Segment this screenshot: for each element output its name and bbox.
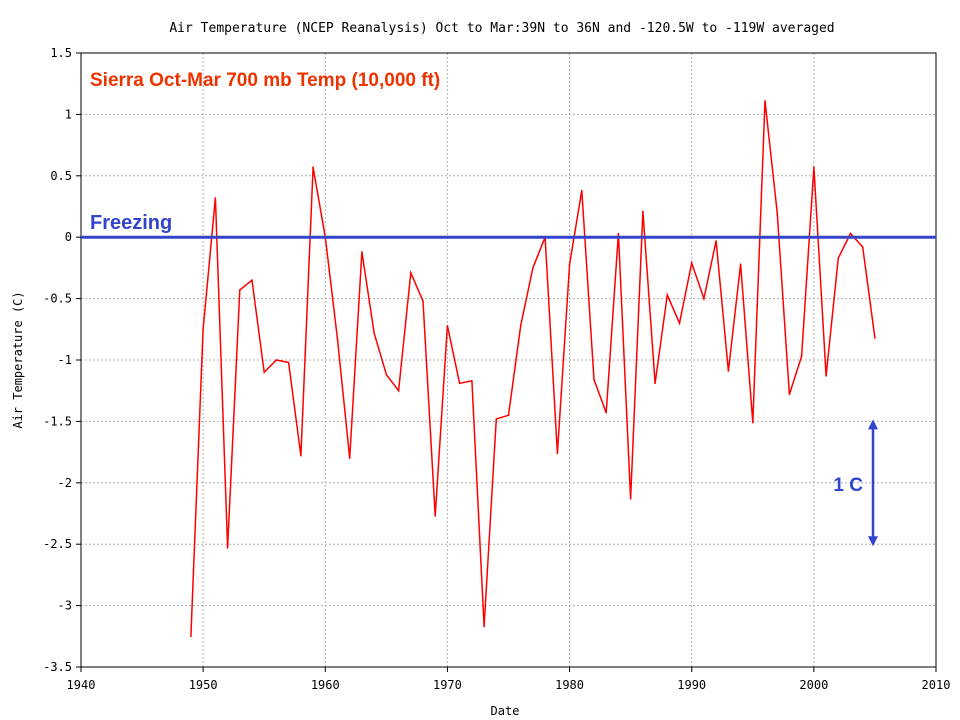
- data-point: [251, 279, 253, 281]
- y-tick-label: 1: [65, 107, 72, 121]
- data-point: [715, 240, 717, 242]
- data-point: [580, 189, 583, 192]
- y-tick-label: -1: [58, 353, 72, 367]
- data-point: [373, 332, 375, 334]
- data-point: [666, 294, 669, 296]
- data-point: [471, 380, 473, 382]
- grid: [81, 53, 936, 667]
- data-point: [751, 421, 754, 424]
- data-point: [361, 251, 363, 253]
- data-point: [409, 272, 412, 274]
- data-point: [238, 289, 241, 291]
- y-tick-label: -3: [58, 599, 72, 613]
- data-point: [287, 361, 290, 364]
- data-point: [764, 100, 766, 102]
- data-point: [202, 328, 204, 331]
- x-tick-label: 2000: [799, 678, 828, 692]
- annotations: Freezing 1 C: [81, 212, 936, 547]
- data-point: [776, 211, 779, 214]
- x-tick-label: 1960: [311, 678, 340, 692]
- data-point: [446, 324, 449, 327]
- y-tick-label: 0.5: [50, 169, 72, 183]
- data-point: [385, 373, 388, 376]
- data-point: [813, 166, 815, 169]
- data-point: [703, 297, 705, 300]
- data-point: [629, 497, 632, 500]
- y-tick-label: -2: [58, 476, 72, 490]
- x-tick-label: 2010: [922, 678, 951, 692]
- y-axis-ticks: 1.5 1 0.5 0 -0.5 -1 -1.5 -2 -2.5 -3 -3.5: [43, 46, 81, 674]
- data-point: [788, 393, 791, 396]
- y-tick-label: -0.5: [43, 292, 72, 306]
- data-point: [495, 418, 498, 420]
- freezing-label: Freezing: [90, 212, 172, 234]
- data-point: [507, 414, 510, 417]
- y-tick-label: 0: [65, 230, 72, 244]
- data-point: [300, 454, 302, 457]
- data-point: [519, 324, 522, 327]
- data-point: [275, 359, 278, 361]
- data-point: [336, 338, 339, 340]
- data-point: [422, 300, 424, 302]
- data-point: [642, 210, 644, 213]
- y-tick-label: -1.5: [43, 414, 72, 428]
- data-point: [825, 375, 827, 377]
- data-point: [861, 246, 864, 248]
- data-point: [849, 232, 852, 235]
- data-point: [678, 322, 681, 324]
- data-point: [190, 635, 192, 638]
- data-point: [397, 389, 400, 392]
- data-point: [348, 457, 351, 460]
- arrow-down-icon: [868, 536, 878, 547]
- data-point: [837, 257, 840, 259]
- data-point: [593, 378, 595, 381]
- data-point: [263, 371, 266, 374]
- data-point: [727, 370, 730, 372]
- data-point: [617, 232, 620, 235]
- x-axis-label: Date: [491, 704, 520, 718]
- data-point: [800, 355, 803, 358]
- x-tick-label: 1990: [677, 678, 706, 692]
- x-tick-label: 1970: [433, 678, 462, 692]
- data-point: [214, 197, 217, 199]
- data-point: [483, 625, 485, 628]
- y-tick-label: -3.5: [43, 660, 72, 674]
- data-point: [654, 382, 656, 385]
- data-point: [458, 382, 461, 385]
- data-point: [874, 337, 876, 339]
- data-point: [532, 267, 534, 269]
- data-point: [568, 263, 571, 266]
- data-point: [739, 263, 742, 266]
- data-point: [556, 452, 559, 455]
- series-group: [190, 100, 876, 638]
- y-axis-label: Air Temperature (C): [11, 291, 25, 428]
- x-tick-label: 1950: [189, 678, 218, 692]
- series-line-temperature: [190, 100, 876, 637]
- data-point: [605, 412, 608, 414]
- data-point: [312, 166, 314, 169]
- y-tick-label: 1.5: [50, 46, 72, 60]
- x-tick-label: 1980: [555, 678, 584, 692]
- y-tick-label: -2.5: [43, 537, 72, 551]
- data-point: [226, 547, 229, 549]
- data-point: [690, 262, 693, 264]
- data-point: [434, 515, 437, 517]
- chart-subtitle: Sierra Oct-Mar 700 mb Temp (10,000 ft): [90, 70, 440, 91]
- scale-bar-label: 1 C: [833, 475, 863, 496]
- x-tick-label: 1940: [67, 678, 96, 692]
- arrow-up-icon: [868, 419, 878, 430]
- x-axis-ticks: 1940 1950 1960 1970 1980 1990 2000 2010: [67, 667, 951, 692]
- chart-title: Air Temperature (NCEP Reanalysis) Oct to…: [169, 21, 834, 36]
